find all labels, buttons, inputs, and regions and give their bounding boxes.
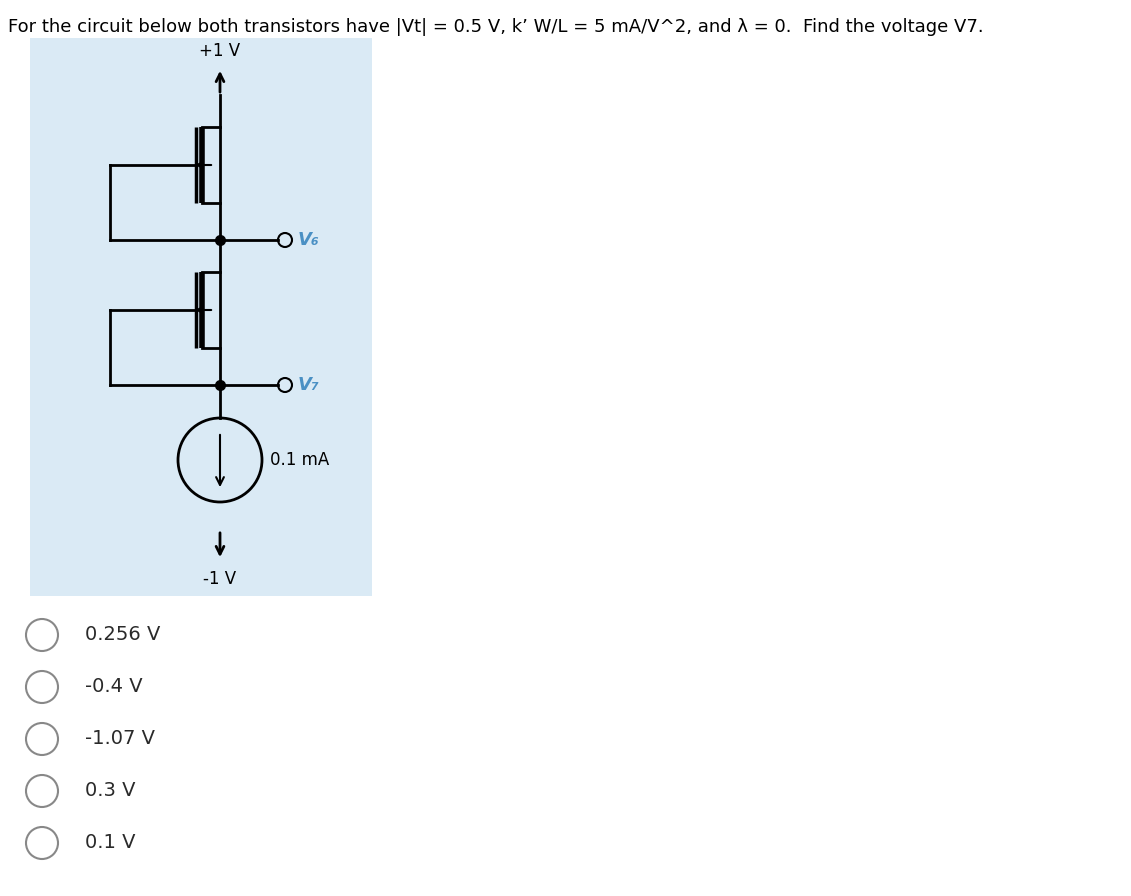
Text: 0.256 V: 0.256 V (85, 625, 161, 644)
Text: +1 V: +1 V (199, 42, 241, 60)
Text: 0.1 mA: 0.1 mA (270, 451, 329, 469)
Text: -0.4 V: -0.4 V (85, 677, 143, 696)
Text: -1.07 V: -1.07 V (85, 729, 155, 748)
Text: V₆: V₆ (297, 231, 320, 249)
Bar (31, 38, 372, 596)
Text: 0.1 V: 0.1 V (85, 833, 136, 852)
Text: -1 V: -1 V (204, 570, 236, 588)
Text: V₇: V₇ (297, 376, 320, 394)
Text: For the circuit below both transistors have |Vt| = 0.5 V, k’ W/L = 5 mA/V^2, and: For the circuit below both transistors h… (8, 18, 984, 36)
Text: 0.3 V: 0.3 V (85, 781, 136, 800)
